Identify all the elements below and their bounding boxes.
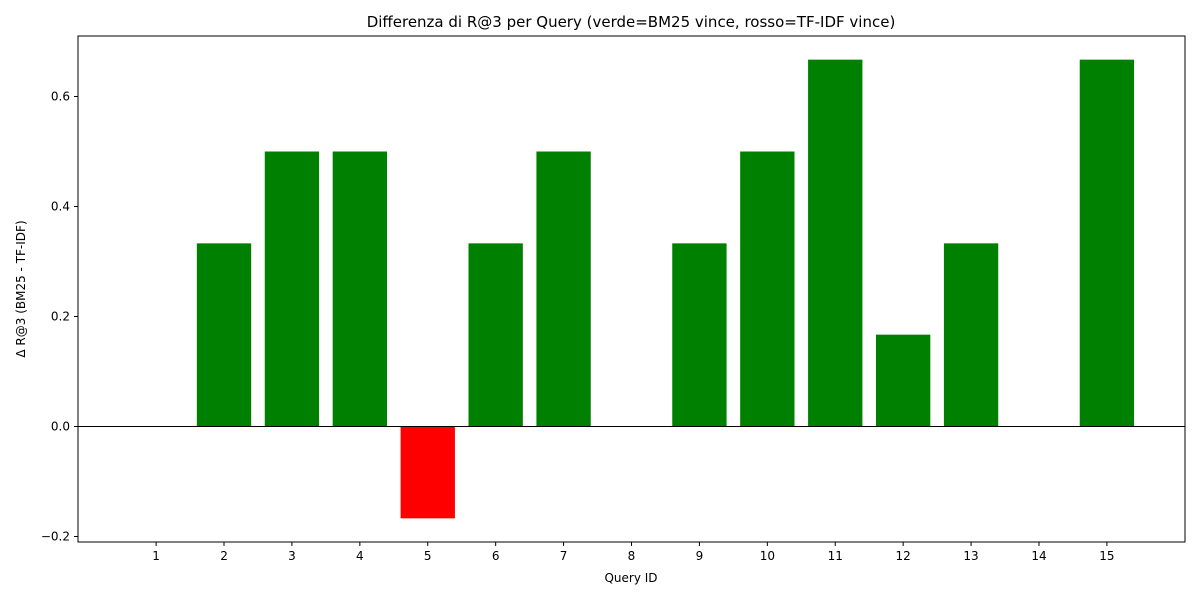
bar-query-10: [740, 151, 795, 427]
y-tick-label: 0.6: [51, 90, 70, 104]
bar-query-5: [400, 426, 455, 519]
x-tick-label: 5: [424, 549, 432, 563]
bar-query-9: [672, 243, 727, 427]
y-axis: −0.2 0.0 0.2 0.4 0.6: [41, 90, 78, 544]
x-tick-label: 8: [628, 549, 636, 563]
bar-query-2: [196, 243, 252, 427]
x-tick-label: 4: [356, 549, 364, 563]
y-tick-label: 0.0: [51, 420, 70, 434]
x-tick-label: 12: [896, 549, 911, 563]
x-axis-label: Query ID: [604, 571, 657, 585]
bar-query-15: [1079, 59, 1135, 427]
x-axis: 1 2 3 4 5 6 7 8 9 10 11 12 13 14 15: [152, 542, 1115, 563]
y-tick-label: 0.2: [51, 310, 70, 324]
bar-query-3: [264, 151, 320, 427]
x-tick-label: 10: [760, 549, 775, 563]
bar-query-6: [468, 243, 523, 427]
x-tick-label: 3: [288, 549, 296, 563]
x-tick-label: 13: [963, 549, 978, 563]
x-tick-label: 14: [1031, 549, 1046, 563]
y-tick-label: −0.2: [41, 530, 70, 544]
x-tick-label: 6: [492, 549, 500, 563]
bar-query-11: [808, 59, 863, 427]
x-tick-label: 15: [1099, 549, 1114, 563]
x-tick-label: 11: [828, 549, 843, 563]
x-tick-label: 9: [696, 549, 704, 563]
y-tick-label: 0.4: [51, 200, 70, 214]
bar-query-12: [875, 334, 931, 427]
x-tick-label: 7: [560, 549, 568, 563]
bar-query-13: [943, 243, 999, 427]
bar-query-4: [332, 151, 388, 427]
bar-query-7: [536, 151, 591, 427]
bars-group: [196, 59, 1135, 519]
y-axis-label: Δ R@3 (BM25 - TF-IDF): [14, 220, 28, 357]
x-tick-label: 2: [220, 549, 228, 563]
x-tick-label: 1: [152, 549, 160, 563]
chart-title: Differenza di R@3 per Query (verde=BM25 …: [367, 13, 896, 31]
